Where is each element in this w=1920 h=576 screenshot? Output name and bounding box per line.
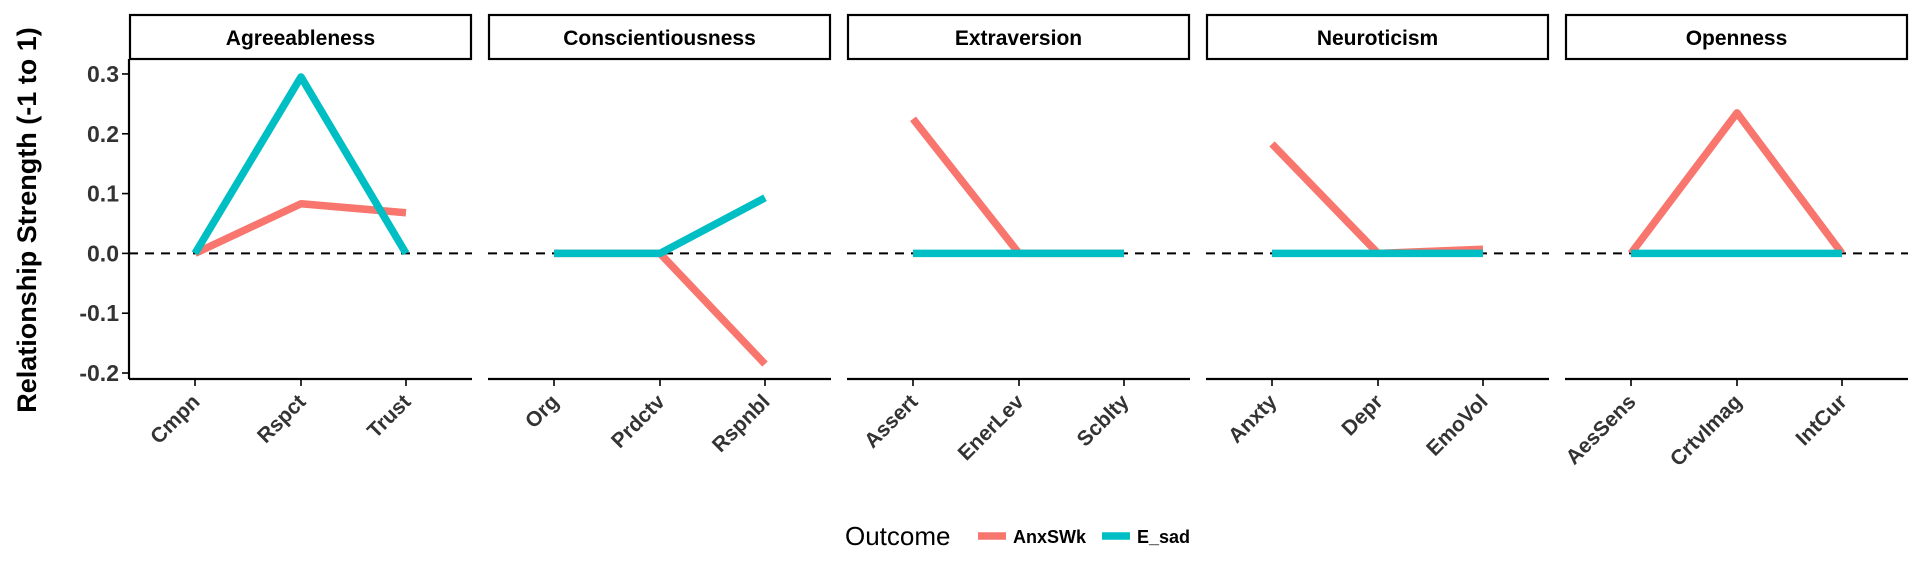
- facet-strip: [1205, 13, 1550, 61]
- series-line-anxswk: [1269, 141, 1484, 258]
- x-tick-label: Prdctv: [607, 390, 670, 453]
- facet-neuroticism: Neuroticism Anxty Depr EmoVol: [1205, 13, 1550, 461]
- legend-entries: AnxSWk E_sad: [978, 527, 1190, 547]
- facet-strip: [128, 13, 473, 61]
- y-axis: 0.3 0.2 0.1 0.0 -0.1 -0.2: [79, 61, 129, 386]
- x-tick-label: Assert: [860, 390, 922, 452]
- x-tick-label: Rspnbl: [708, 390, 775, 457]
- facet-title: Agreeableness: [226, 27, 375, 50]
- legend-label-e-sad: E_sad: [1137, 527, 1190, 547]
- x-tick-label: Org: [521, 390, 564, 433]
- y-axis-label: Relationship Strength (-1 to 1): [12, 27, 42, 413]
- facet-strip: [846, 13, 1191, 61]
- x-tick-label: EmoVol: [1422, 390, 1492, 460]
- x-tick-label: CrtvImag: [1666, 390, 1747, 471]
- y-tick-label: 0.3: [87, 61, 119, 87]
- legend-label-anxswk: AnxSWk: [1013, 527, 1087, 547]
- facet-title: Neuroticism: [1317, 27, 1438, 50]
- x-tick-label: Cmpn: [146, 390, 204, 448]
- y-tick-label: 0.0: [87, 240, 119, 266]
- facet-strip: [1564, 13, 1909, 61]
- series-line-anxswk: [910, 116, 1124, 258]
- x-tick-label: Trust: [363, 390, 416, 443]
- x-tick-label: IntCur: [1792, 390, 1852, 450]
- series-line-anxswk: [1628, 109, 1846, 256]
- x-tick-label: Rspct: [253, 390, 311, 448]
- series-line-anxswk: [554, 249, 768, 367]
- facet-agreeableness: Agreeableness Cmpn Rspct Trust: [127, 13, 473, 449]
- x-tick-label: Anxty: [1224, 390, 1282, 448]
- y-tick-label: 0.1: [87, 181, 119, 207]
- facet-conscientiousness: Conscientiousness Org Prdctv Rspnbl: [487, 13, 832, 457]
- y-tick-label: -0.2: [79, 360, 119, 386]
- series-line-e-sad: [554, 194, 767, 258]
- facet-panels: Agreeableness Cmpn Rspct Trust Conscientious…: [127, 13, 1909, 471]
- series-line-e-sad: [191, 73, 410, 256]
- facet-title: Conscientiousness: [563, 27, 756, 50]
- legend: Outcome AnxSWk E_sad: [845, 521, 1190, 551]
- x-tick-label: Depr: [1337, 390, 1387, 440]
- legend-title: Outcome: [845, 521, 951, 551]
- x-tick-label: EnerLev: [954, 390, 1029, 465]
- x-tick-label: Scblty: [1073, 390, 1134, 451]
- x-tick-label: AesSens: [1562, 390, 1641, 469]
- facet-strip: [487, 13, 832, 61]
- y-tick-label: -0.1: [79, 300, 119, 326]
- facet-title: Openness: [1686, 27, 1788, 50]
- facet-extraversion: Extraversion Assert EnerLev Scblty: [846, 13, 1191, 465]
- facet-title: Extraversion: [955, 27, 1082, 50]
- y-tick-label: 0.2: [87, 121, 119, 147]
- facet-openness: Openness AesSens CrtvImag IntCur: [1562, 13, 1909, 471]
- series-line-anxswk: [193, 200, 407, 257]
